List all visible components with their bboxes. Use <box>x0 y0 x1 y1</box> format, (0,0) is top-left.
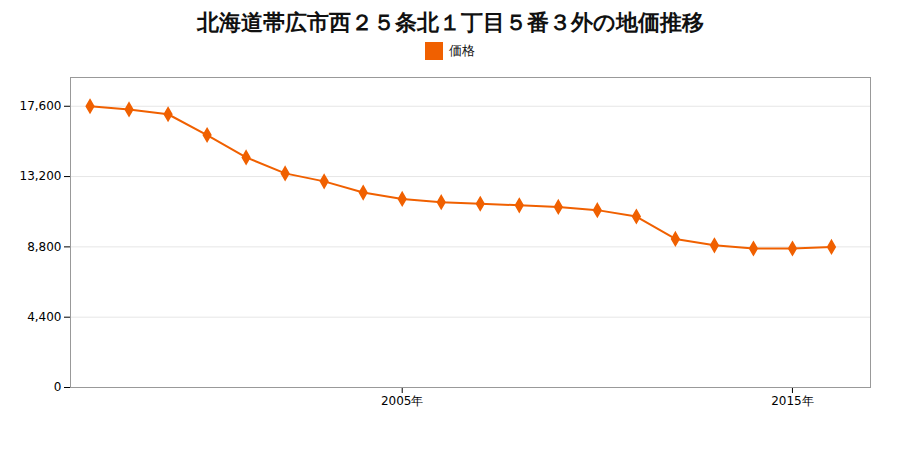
html-text:北海道帯広市西２５条北１丁目５番３外の地価推移: 北海道帯広市西２５条北１丁目５番３外の地価推移 <box>196 10 704 35</box>
svg-text:0: 0 <box>54 380 62 394</box>
svg-text:13,200: 13,200 <box>20 169 62 183</box>
svg-text:8,800: 8,800 <box>27 240 61 254</box>
svg-text:2005年: 2005年 <box>381 394 424 408</box>
svg-text:2015年: 2015年 <box>771 394 814 408</box>
svg-text:17,600: 17,600 <box>20 99 62 113</box>
html-text:価格: 価格 <box>449 43 475 58</box>
svg-text:4,400: 4,400 <box>27 310 61 324</box>
